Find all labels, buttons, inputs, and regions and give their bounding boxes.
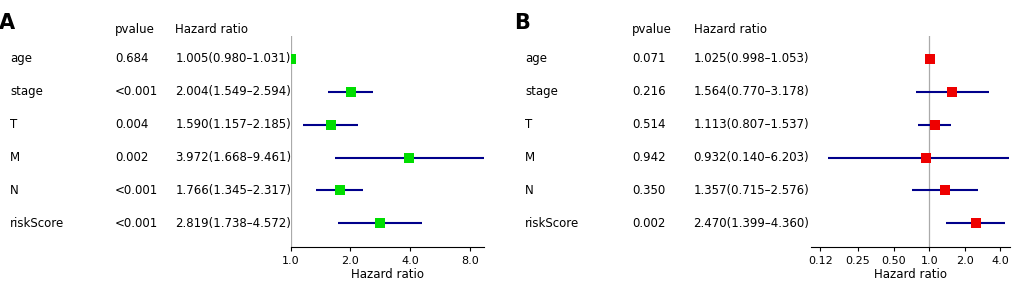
Text: N: N: [525, 184, 534, 197]
Text: 0.216: 0.216: [632, 85, 664, 98]
Text: Hazard ratio: Hazard ratio: [693, 23, 766, 36]
Text: pvalue: pvalue: [632, 23, 672, 36]
Text: <0.001: <0.001: [115, 217, 158, 230]
Text: 3.972(1.668–9.461): 3.972(1.668–9.461): [175, 151, 291, 164]
Text: pvalue: pvalue: [115, 23, 155, 36]
Text: Hazard ratio: Hazard ratio: [175, 23, 249, 36]
Text: M: M: [10, 151, 20, 164]
Text: stage: stage: [525, 85, 557, 98]
Text: 0.932(0.140–6.203): 0.932(0.140–6.203): [693, 151, 808, 164]
Text: 2.819(1.738–4.572): 2.819(1.738–4.572): [175, 217, 291, 230]
Text: <0.001: <0.001: [115, 184, 158, 197]
X-axis label: Hazard ratio: Hazard ratio: [351, 268, 424, 281]
Text: M: M: [525, 151, 535, 164]
Text: 0.514: 0.514: [632, 118, 664, 131]
Text: <0.001: <0.001: [115, 85, 158, 98]
Text: 1.357(0.715–2.576): 1.357(0.715–2.576): [693, 184, 808, 197]
Text: 0.004: 0.004: [115, 118, 148, 131]
Text: 0.350: 0.350: [632, 184, 664, 197]
Text: riskScore: riskScore: [10, 217, 64, 230]
Text: 1.590(1.157–2.185): 1.590(1.157–2.185): [175, 118, 290, 131]
Text: 1.564(0.770–3.178): 1.564(0.770–3.178): [693, 85, 808, 98]
Text: N: N: [10, 184, 19, 197]
Text: 0.684: 0.684: [115, 52, 148, 65]
X-axis label: Hazard ratio: Hazard ratio: [873, 268, 946, 281]
Text: age: age: [10, 52, 33, 65]
Text: 1.766(1.345–2.317): 1.766(1.345–2.317): [175, 184, 291, 197]
Text: 1.005(0.980–1.031): 1.005(0.980–1.031): [175, 52, 290, 65]
Text: A: A: [0, 13, 15, 33]
Text: 0.002: 0.002: [115, 151, 148, 164]
Text: 0.942: 0.942: [632, 151, 664, 164]
Text: 1.113(0.807–1.537): 1.113(0.807–1.537): [693, 118, 808, 131]
Text: 0.002: 0.002: [632, 217, 664, 230]
Text: B: B: [514, 13, 530, 33]
Text: 2.004(1.549–2.594): 2.004(1.549–2.594): [175, 85, 291, 98]
Text: T: T: [525, 118, 532, 131]
Text: riskScore: riskScore: [525, 217, 579, 230]
Text: 0.071: 0.071: [632, 52, 664, 65]
Text: stage: stage: [10, 85, 43, 98]
Text: T: T: [10, 118, 17, 131]
Text: age: age: [525, 52, 547, 65]
Text: 1.025(0.998–1.053): 1.025(0.998–1.053): [693, 52, 808, 65]
Text: 2.470(1.399–4.360): 2.470(1.399–4.360): [693, 217, 809, 230]
